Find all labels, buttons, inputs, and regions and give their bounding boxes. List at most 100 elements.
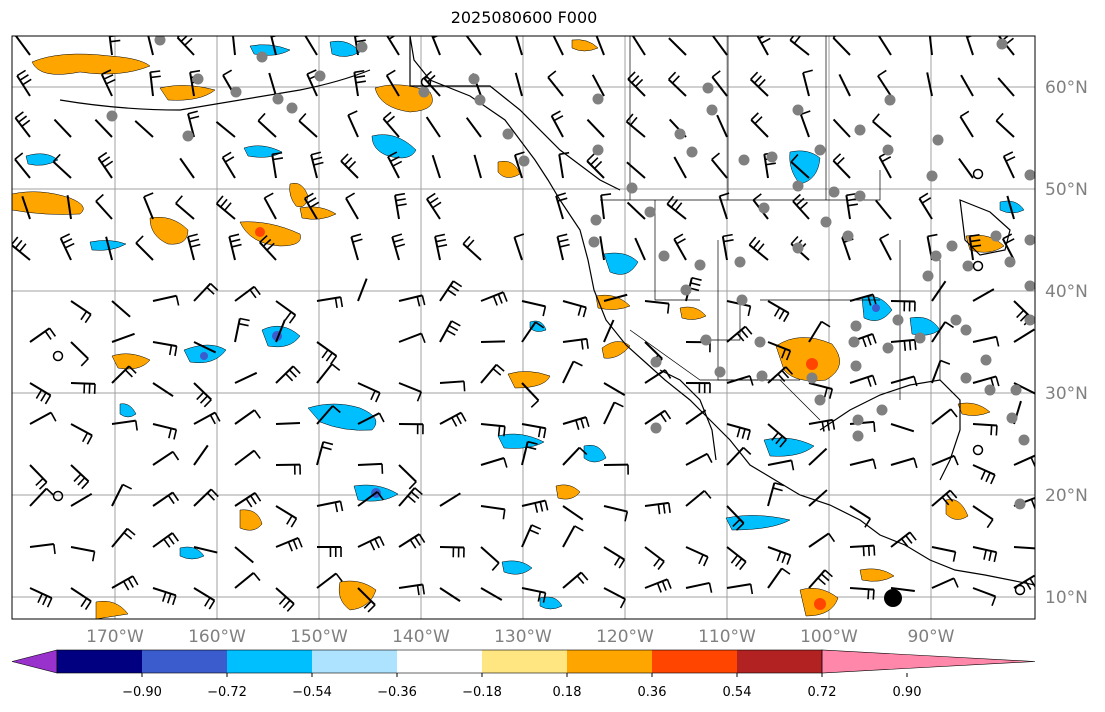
wind-barb: [394, 195, 400, 220]
wind-barb-flag: [985, 472, 991, 483]
wind-barb-flag: [990, 474, 996, 485]
wind-barb: [152, 382, 174, 397]
wind-barb-flag: [206, 492, 215, 501]
wind-barb-flag: [618, 559, 626, 569]
wind-barb: [890, 300, 916, 303]
station-dot: [960, 324, 972, 336]
station-dot: [650, 422, 662, 434]
wind-barb-flag: [101, 69, 112, 76]
wind-barb: [972, 505, 994, 521]
station-dot: [884, 94, 896, 106]
wind-barb: [789, 39, 810, 56]
station-dot: [1004, 256, 1016, 268]
colorbar-segment: [737, 650, 822, 673]
wind-barb-flag: [323, 441, 334, 446]
colorbar-arrow-right: [821, 649, 1036, 674]
wind-barb: [16, 75, 31, 97]
wind-barb: [890, 338, 915, 343]
wind-barb-flag: [590, 157, 599, 166]
wind-barb-flag: [867, 376, 872, 387]
wind-barb-flag: [492, 368, 502, 376]
wind-barb-flag: [559, 151, 570, 156]
wind-barb: [521, 524, 533, 548]
wind-barb: [849, 293, 874, 302]
wind-barb: [398, 332, 422, 343]
wind-barb-flag: [742, 446, 752, 455]
wind-barb-flag: [203, 399, 212, 408]
wind-barb-flag: [703, 490, 712, 499]
wind-barb-flag: [435, 238, 447, 243]
wind-barb: [849, 587, 875, 591]
wind-barb-flag: [668, 71, 677, 80]
wind-barb-flag: [756, 243, 765, 253]
wind-barb-flag: [867, 295, 872, 306]
wind-barb-flag: [988, 550, 993, 561]
wind-barb-flag: [785, 366, 794, 375]
wind-barb-flag: [252, 572, 261, 582]
wind-barb-flag: [995, 376, 1000, 387]
station-dot: [592, 93, 604, 105]
wind-barb: [586, 160, 605, 179]
wind-barb: [685, 489, 706, 507]
wind-barb-flag: [903, 340, 907, 351]
wind-barb-flag: [736, 427, 741, 438]
wind-barb: [357, 587, 376, 606]
wind-barb-flag: [557, 197, 568, 202]
wind-barb: [521, 441, 529, 466]
wind-barb: [187, 236, 195, 261]
wind-barb: [875, 199, 892, 220]
wind-barb-flag: [14, 152, 24, 160]
wind-barb: [767, 366, 787, 384]
station-dot: [474, 94, 486, 106]
wind-barb: [215, 202, 236, 220]
wind-barb-flag: [514, 233, 525, 238]
wind-barb-flag: [167, 494, 175, 505]
wind-barb: [232, 36, 236, 56]
wind-barb: [340, 160, 359, 179]
wind-barb-flag: [44, 394, 52, 405]
station-dot: [758, 202, 770, 214]
wind-barb: [175, 202, 195, 220]
station-dot: [182, 130, 194, 142]
wind-barb: [802, 72, 810, 97]
wind-barb: [931, 489, 951, 507]
wind-barb-flag: [953, 455, 959, 466]
wind-barb: [304, 36, 318, 56]
wind-barb: [673, 238, 687, 261]
station-dot: [960, 372, 972, 384]
wind-barb: [832, 37, 851, 56]
wind-barb-flag: [420, 333, 426, 344]
wind-barb: [12, 244, 31, 261]
wind-barb-flag: [18, 115, 28, 123]
wind-barb-flag: [719, 192, 730, 197]
wind-barb-flag: [40, 392, 47, 402]
wind-barb-flag: [980, 470, 986, 480]
wind-barb-flag: [959, 110, 970, 118]
lat-label: 20°N: [1045, 486, 1088, 506]
wind-barb-flag: [306, 69, 317, 75]
wind-barb-flag: [44, 330, 52, 340]
wind-barb: [931, 546, 956, 553]
wind-barb-flag: [790, 235, 799, 245]
station-dot: [1024, 280, 1035, 292]
wind-barb: [808, 447, 828, 466]
wind-barb-flag: [867, 589, 870, 600]
wind-barb: [931, 454, 955, 466]
station-dot: [980, 354, 992, 366]
wind-barb-flag: [1004, 238, 1015, 245]
colorbar-tick-label: 0.54: [723, 685, 752, 700]
wind-barb-flag: [352, 238, 363, 243]
station-dot: [754, 336, 766, 348]
wind-barb-flag: [286, 603, 295, 612]
station-dot: [792, 242, 804, 254]
wind-barb-flag: [537, 427, 542, 438]
wind-barb-flag: [1002, 233, 1013, 240]
wind-barb: [931, 408, 952, 425]
wind-barb-flag: [150, 70, 161, 73]
wind-barb: [275, 421, 301, 425]
station-dot: [734, 256, 746, 268]
wind-barb: [263, 197, 277, 220]
wind-barb-flag: [313, 161, 324, 166]
wind-barb: [972, 587, 996, 598]
wind-barb: [234, 492, 256, 507]
